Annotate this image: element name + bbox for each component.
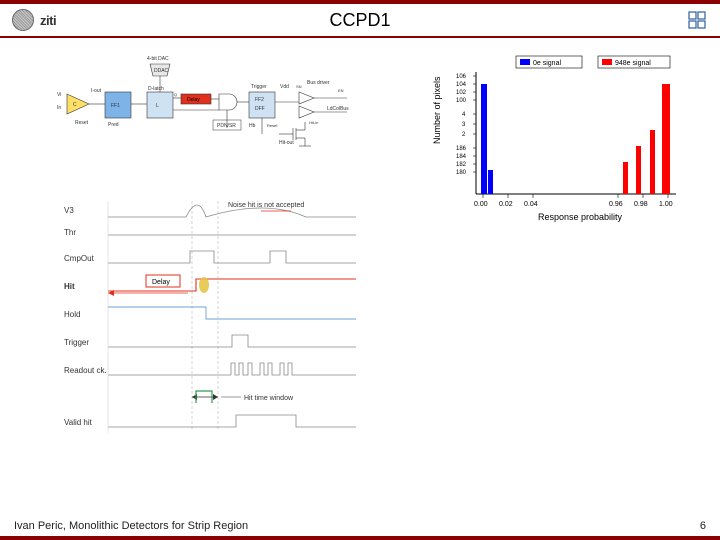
label-iout: I-out xyxy=(91,88,102,94)
header-bar: ziti CCPD1 xyxy=(0,0,720,38)
footer-page: 6 xyxy=(700,520,706,532)
svg-text:186: 186 xyxy=(456,146,467,152)
label-hitout: Hit-out xyxy=(279,140,294,146)
svg-text:106: 106 xyxy=(456,74,467,80)
busdriver-bot xyxy=(299,106,314,118)
svg-text:182: 182 xyxy=(456,162,467,168)
amplifier-block xyxy=(67,94,89,114)
svg-text:180: 180 xyxy=(456,170,467,176)
label-delay: Delay xyxy=(187,97,200,103)
label-vin: Vi xyxy=(57,92,61,98)
xtick-1: 0.02 xyxy=(499,201,513,208)
dlatch-block xyxy=(147,92,173,118)
label-vdd: Vdd xyxy=(280,84,289,90)
svg-text:4: 4 xyxy=(462,112,466,118)
ziti-logo-icon xyxy=(12,9,34,31)
signal-v3: V3 xyxy=(64,206,74,215)
bar-red-1 xyxy=(636,146,641,194)
histogram-ylabel: Number of pixels xyxy=(432,76,442,144)
signal-validhit: Valid hit xyxy=(64,418,93,427)
bar-blue-0 xyxy=(481,84,487,194)
legend-blue: 0e signal xyxy=(533,60,561,67)
slide-title: CCPD1 xyxy=(329,10,390,31)
signal-readoutck: Readout ck. xyxy=(64,366,107,375)
xtick-2: 0.04 xyxy=(524,201,538,208)
label-ddac: DDAC xyxy=(154,68,169,74)
histogram-chart: 0e signal 948e signal 106 104 102 100 4 xyxy=(428,54,698,224)
label-reset2: Reset xyxy=(267,123,278,128)
legend-red: 948e signal xyxy=(615,60,651,67)
svg-text:2: 2 xyxy=(462,132,466,138)
label-in: In xyxy=(57,105,61,111)
svg-text:SN: SN xyxy=(296,84,302,89)
svg-text:100: 100 xyxy=(456,98,467,104)
bar-red-3 xyxy=(662,84,670,194)
label-pdn: PDN/SR xyxy=(217,123,236,129)
histogram-xlabel: Response probability xyxy=(538,212,623,222)
label-4bit-dac: 4-bit DAC xyxy=(147,56,169,62)
label-dlatch: D-latch xyxy=(148,86,164,92)
svg-text:Q: Q xyxy=(174,92,177,97)
label-dff: DFF xyxy=(255,106,265,112)
label-l: L xyxy=(156,103,159,109)
signal-hit: Hit xyxy=(64,282,75,291)
bar-red-2 xyxy=(650,130,655,194)
signal-cmpout: CmpOut xyxy=(64,254,95,263)
content-area: 4-bit DAC DDAC Vi In C I-out FF1 Reset xyxy=(0,38,720,498)
footer-bar: Ivan Peric, Monolithic Detectors for Str… xyxy=(0,516,720,540)
header-logo-left: ziti xyxy=(12,9,56,31)
label-noise: Noise hit is not accepted xyxy=(228,202,304,209)
bar-red-0 xyxy=(623,162,628,194)
signal-thr: Thr xyxy=(64,228,76,237)
label-ff1: FF1 xyxy=(111,103,120,109)
label-pred: Pred xyxy=(108,122,119,128)
timing-diagram: V3 Noise hit is not accepted Thr CmpOut … xyxy=(56,193,376,453)
ziti-logo-text: ziti xyxy=(40,13,56,28)
label-timing-delay: Delay xyxy=(152,279,170,286)
label-hitwin: Hit time window xyxy=(244,395,294,402)
hit-marker xyxy=(199,277,209,293)
institute-logo-icon xyxy=(686,9,708,31)
xtick-5: 1.00 xyxy=(659,201,673,208)
block-diagram: 4-bit DAC DDAC Vi In C I-out FF1 Reset xyxy=(55,54,365,164)
svg-text:EN: EN xyxy=(338,88,344,93)
footer-author: Ivan Peric, Monolithic Detectors for Str… xyxy=(14,520,248,532)
ff2-block xyxy=(249,92,275,118)
label-ff2: FF2 xyxy=(255,97,264,103)
label-hb: Hb xyxy=(249,123,256,129)
label-busdriver: Bus driver xyxy=(307,80,330,86)
svg-text:104: 104 xyxy=(456,82,467,88)
label-hitin: Hit-in xyxy=(309,120,318,125)
busdriver-top xyxy=(299,92,314,104)
xtick-0: 0.00 xyxy=(474,201,488,208)
xtick-3: 0.96 xyxy=(609,201,623,208)
xtick-4: 0.98 xyxy=(634,201,648,208)
and-gate xyxy=(219,94,237,110)
svg-text:184: 184 xyxy=(456,154,467,160)
signal-trigger: Trigger xyxy=(64,338,89,347)
bar-blue-1 xyxy=(488,170,493,194)
label-reset: Reset xyxy=(75,120,89,126)
label-c: C xyxy=(73,102,77,108)
svg-text:3: 3 xyxy=(462,122,466,128)
signal-hold: Hold xyxy=(64,310,80,319)
label-ldcolbus: LdColBus xyxy=(327,106,349,112)
svg-text:102: 102 xyxy=(456,90,467,96)
label-trigger: Trigger xyxy=(251,84,267,90)
